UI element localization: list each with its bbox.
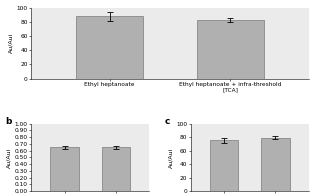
Y-axis label: Au/Aui: Au/Aui [168,147,173,168]
Bar [102,147,130,191]
Text: b: b [5,117,12,126]
Text: c: c [165,117,170,126]
Y-axis label: Au/Aui: Au/Aui [7,147,12,168]
Bar [210,140,238,191]
Bar [197,20,264,79]
Bar [51,147,79,191]
Bar [261,138,290,191]
Bar [76,16,143,79]
Y-axis label: Au/Aui: Au/Aui [9,33,14,53]
